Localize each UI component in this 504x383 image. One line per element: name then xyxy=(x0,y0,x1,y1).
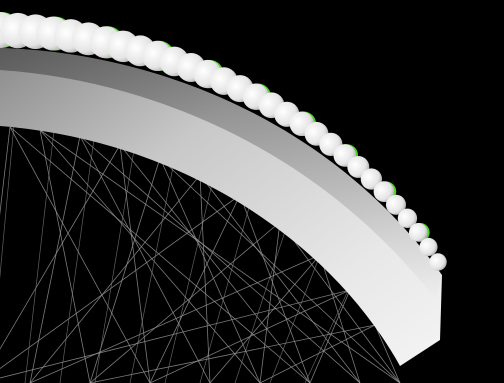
cell xyxy=(373,181,395,202)
line xyxy=(29,254,321,383)
line xyxy=(259,324,376,383)
line xyxy=(29,135,81,383)
line xyxy=(0,194,241,370)
leading-edge-cells xyxy=(0,12,447,271)
line xyxy=(199,174,361,383)
wing-shade xyxy=(0,48,442,300)
line xyxy=(94,113,141,383)
wing-surface xyxy=(0,48,442,366)
cell xyxy=(429,253,447,271)
line xyxy=(309,289,351,383)
line xyxy=(164,149,221,383)
line xyxy=(239,194,311,383)
cell xyxy=(408,223,428,242)
line xyxy=(0,144,121,350)
line xyxy=(119,144,151,383)
line xyxy=(9,126,311,383)
line xyxy=(199,174,211,383)
cell xyxy=(419,237,438,257)
line xyxy=(79,135,361,383)
suspension-lines xyxy=(0,59,401,383)
line xyxy=(259,221,281,383)
cell xyxy=(385,194,406,215)
line xyxy=(159,157,261,383)
line xyxy=(39,129,261,383)
line xyxy=(79,135,211,383)
line xyxy=(374,324,401,383)
line xyxy=(319,254,361,383)
line xyxy=(59,95,101,383)
line xyxy=(159,157,401,383)
line xyxy=(149,194,241,383)
line xyxy=(209,254,321,383)
line xyxy=(39,129,91,383)
line xyxy=(89,221,281,383)
line xyxy=(89,157,161,383)
line xyxy=(0,289,351,379)
line xyxy=(279,221,401,383)
line xyxy=(39,129,401,383)
line xyxy=(29,174,201,383)
line xyxy=(129,131,181,383)
cell xyxy=(397,208,418,228)
line xyxy=(0,126,11,216)
